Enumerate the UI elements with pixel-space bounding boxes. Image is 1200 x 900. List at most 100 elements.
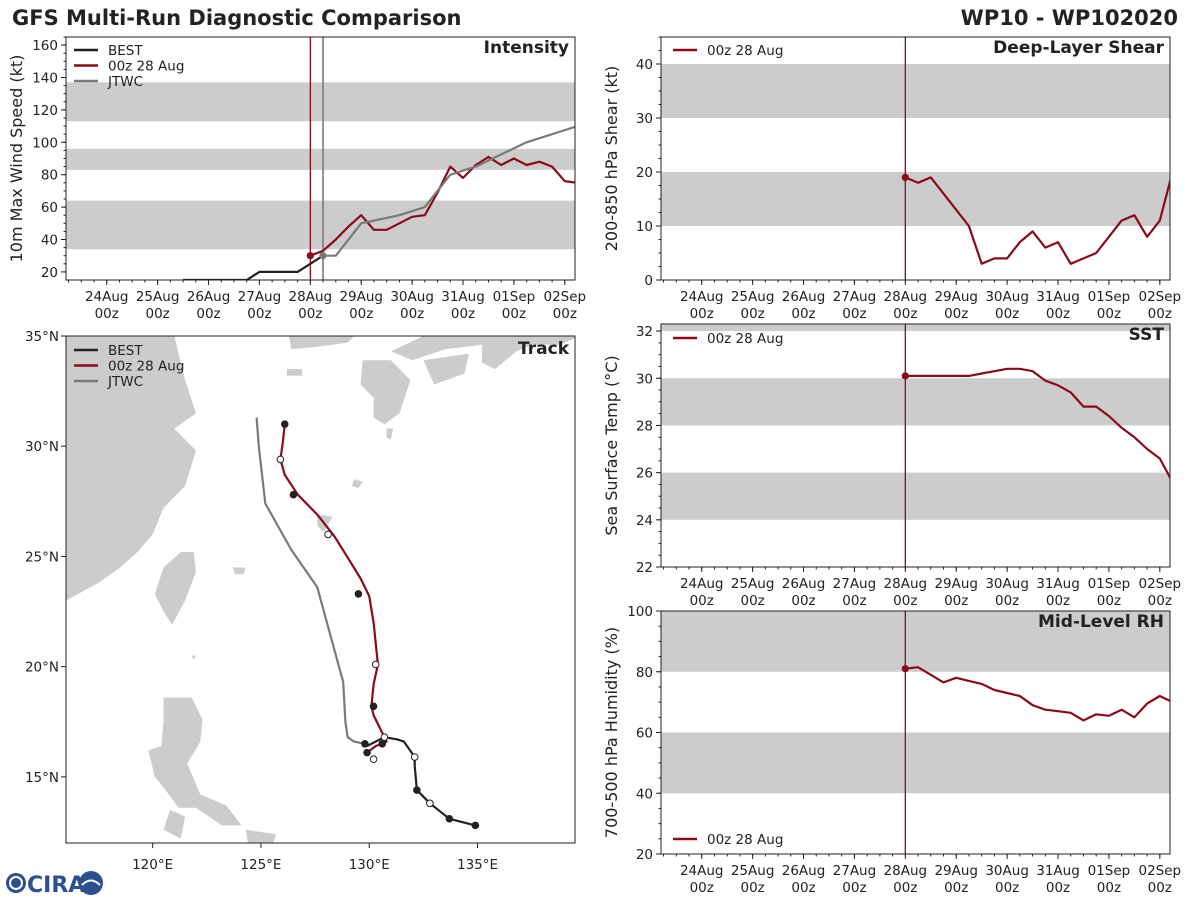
sst-legend-label: 00z 28 Aug	[707, 331, 783, 347]
run-track-marker	[363, 748, 371, 757]
intensity-series-00z-28-aug	[309, 155, 575, 257]
shear-xtick-sublabel: 00z	[995, 306, 1019, 322]
intensity-xtick-sublabel: 00z	[298, 306, 322, 322]
intensity-series-jtwc	[323, 125, 575, 257]
shear-ytick-label: 40	[636, 57, 653, 73]
shear-ytick-label: 30	[636, 111, 653, 127]
shear-series-00z-28-aug	[904, 176, 1170, 265]
intensity-xtick-sublabel: 00z	[95, 306, 119, 322]
rh-legend-label: 00z 28 Aug	[707, 832, 783, 848]
intensity-xtick-sublabel: 00z	[553, 306, 577, 322]
shear-ytick-label: 20	[636, 165, 653, 181]
intensity-xtick-sublabel: 00z	[145, 306, 169, 322]
shear-xtick-label: 02Sep	[1139, 289, 1182, 305]
track-jtwc	[255, 417, 366, 745]
shear-legend-label: 00z 28 Aug	[707, 43, 783, 59]
rh-xtick-label: 24Aug	[680, 863, 724, 879]
rh-xtick-label: 02Sep	[1139, 863, 1182, 879]
shear-xtick-label: 28Aug	[884, 289, 928, 305]
best-track-marker	[380, 733, 389, 741]
samar-land	[245, 829, 277, 843]
run-track-marker	[378, 740, 387, 748]
rh-start-marker	[901, 665, 909, 673]
shear-ylabel: 200-850 hPa Shear (kt)	[602, 66, 621, 252]
mindoro-land	[163, 809, 186, 839]
sst-title: SST	[1129, 325, 1165, 345]
rh-xtick-sublabel: 00z	[893, 880, 917, 896]
sst-panel: 22242628303224Aug00z25Aug00z26Aug00z27Au…	[602, 323, 1182, 609]
intensity-xtick-label: 01Sep	[493, 289, 536, 305]
sst-xtick-sublabel: 00z	[995, 593, 1019, 609]
tanegashima-land	[386, 428, 394, 440]
shear-xtick-label: 25Aug	[731, 289, 775, 305]
korea-tip-land	[289, 336, 355, 350]
sst-xtick-label: 01Sep	[1088, 576, 1131, 592]
logo-badge-icon	[79, 871, 103, 895]
shear-xtick-sublabel: 00z	[842, 306, 866, 322]
sst-xtick-sublabel: 00z	[944, 593, 968, 609]
rh-xtick-label: 28Aug	[884, 863, 928, 879]
track-legend-label: JTWC	[107, 374, 143, 390]
shear-xtick-sublabel: 00z	[893, 306, 917, 322]
sst-ytick-label: 28	[636, 418, 653, 434]
rh-xtick-label: 01Sep	[1088, 863, 1131, 879]
rh-xtick-sublabel: 00z	[1097, 880, 1121, 896]
shear-xtick-sublabel: 00z	[740, 306, 764, 322]
shear-xtick-sublabel: 00z	[944, 306, 968, 322]
track-ytick-label: 15°N	[25, 770, 59, 786]
taiwan-land	[154, 552, 196, 625]
intensity-xtick-label: 31Aug	[441, 289, 485, 305]
sst-ytick-label: 32	[636, 324, 653, 340]
sst-ytick-label: 26	[636, 466, 653, 482]
sst-ytick-label: 24	[636, 513, 653, 529]
track-xtick-label: 130°E	[349, 857, 390, 873]
rh-xtick-sublabel: 00z	[690, 880, 714, 896]
jeju-land	[286, 369, 303, 376]
best-track-marker	[410, 753, 419, 761]
shear-start-marker	[901, 173, 909, 181]
sst-xtick-label: 30Aug	[985, 576, 1029, 592]
amami-land	[351, 479, 363, 489]
run-track-marker	[371, 660, 380, 669]
sst-ylabel: Sea Surface Temp (°C)	[602, 355, 621, 535]
track-ytick-label: 35°N	[25, 329, 59, 345]
storm-id: WP10 - WP102020	[961, 6, 1178, 30]
intensity-xtick-label: 28Aug	[289, 289, 333, 305]
sst-xtick-sublabel: 00z	[1097, 593, 1121, 609]
ishigaki-land	[232, 567, 246, 575]
shear-shaded-band	[661, 172, 1170, 226]
best-track-marker	[369, 755, 378, 764]
rh-ylabel: 700-500 hPa Humidity (%)	[602, 627, 621, 838]
rh-ytick-label: 60	[636, 726, 653, 742]
intensity-shaded-band	[66, 200, 575, 250]
intensity-shaded-band	[66, 148, 575, 170]
track-ytick-label: 30°N	[25, 439, 59, 455]
rh-panel: 2040608010024Aug00z25Aug00z26Aug00z27Aug…	[602, 604, 1181, 896]
intensity-xtick-sublabel: 00z	[349, 306, 373, 322]
rh-xtick-sublabel: 00z	[842, 880, 866, 896]
cira-logo: CIRA	[6, 871, 103, 898]
shear-xtick-sublabel: 00z	[791, 306, 815, 322]
intensity-xtick-sublabel: 00z	[502, 306, 526, 322]
run-track-marker	[289, 490, 298, 499]
best-track-marker	[471, 821, 480, 830]
sst-xtick-label: 02Sep	[1139, 576, 1182, 592]
track-legend-label: 00z 28 Aug	[108, 359, 184, 375]
intensity-series-best	[183, 254, 324, 280]
sst-xtick-label: 24Aug	[680, 576, 724, 592]
intensity-xtick-label: 30Aug	[390, 289, 434, 305]
intensity-ytick-label: 80	[41, 168, 58, 184]
run-track-marker	[276, 455, 285, 464]
kyushu-land	[360, 360, 411, 425]
globe-ring	[9, 876, 23, 890]
rh-xtick-label: 29Aug	[934, 863, 978, 879]
rh-shaded-band	[661, 732, 1170, 794]
sst-xtick-label: 28Aug	[884, 576, 928, 592]
luzon-land	[148, 697, 242, 826]
shear-xtick-label: 29Aug	[934, 289, 978, 305]
track-best	[366, 736, 476, 827]
intensity-xtick-label: 27Aug	[238, 289, 282, 305]
globe-icon	[6, 873, 26, 893]
shear-xtick-label: 27Aug	[833, 289, 877, 305]
jtwc-track-marker	[361, 740, 369, 748]
